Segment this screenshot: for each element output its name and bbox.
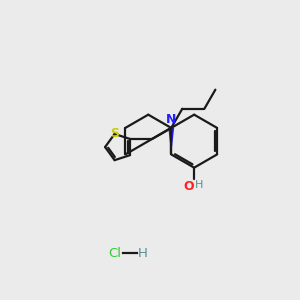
Text: Cl: Cl [108, 247, 121, 260]
Text: O: O [184, 180, 194, 193]
Text: H: H [195, 180, 204, 190]
Text: N: N [166, 112, 176, 126]
Text: H: H [138, 247, 148, 260]
Text: S: S [110, 128, 119, 140]
Polygon shape [168, 128, 174, 154]
